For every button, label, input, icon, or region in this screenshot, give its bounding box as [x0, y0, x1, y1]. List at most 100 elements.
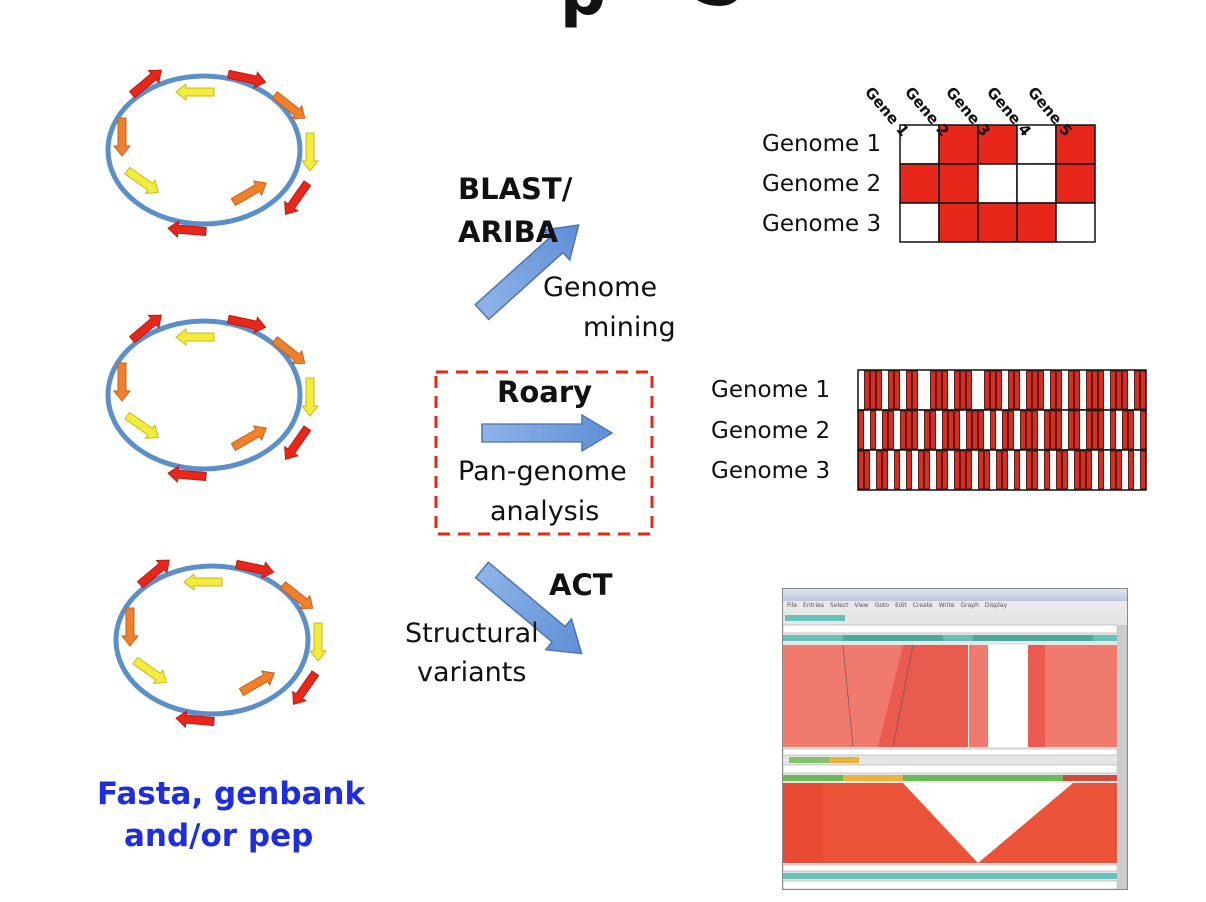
- pan-matrix-cell: [1098, 410, 1104, 450]
- pan-matrix-row-label: Genome 1: [711, 377, 831, 403]
- act-menu-item: Entries: [803, 602, 824, 609]
- pan-matrix-cell: [1002, 410, 1008, 450]
- gene-matrix-cell: [899, 202, 940, 243]
- pan-matrix-cell: [864, 370, 870, 410]
- input-label-line1: Fasta, genbank: [97, 776, 366, 812]
- pan-matrix-cell: [972, 410, 978, 450]
- pan-matrix-cell: [1086, 370, 1092, 410]
- pan-matrix-cell: [1014, 370, 1020, 410]
- act-menu-bar: File Entries Select View Goto Edit Create Write…: [783, 601, 1127, 611]
- method-roary-desc-line2: analysis: [490, 496, 600, 527]
- act-screenshot: File Entries Select View Goto Edit Create Write…: [782, 588, 1128, 890]
- pan-matrix-cell: [996, 370, 1002, 410]
- act-menu-item: Display: [984, 602, 1007, 609]
- act-menu-item: View: [854, 602, 869, 609]
- pan-matrix-cell: [978, 450, 984, 490]
- act-menu-item: Create: [912, 602, 933, 609]
- pan-matrix-cell: [1032, 370, 1038, 410]
- pan-matrix-cell: [924, 410, 930, 450]
- pan-matrix-cell: [894, 370, 900, 410]
- pan-matrix-cell: [876, 450, 882, 490]
- pan-matrix-cell: [1122, 410, 1128, 450]
- pan-matrix-cell: [1044, 410, 1050, 450]
- pan-matrix-cell: [1026, 410, 1032, 450]
- pan-matrix-cell: [954, 410, 960, 450]
- pan-matrix-row-label: Genome 2: [711, 418, 831, 444]
- pan-matrix-cell: [1074, 370, 1080, 410]
- method-act-desc-line2: variants: [417, 657, 527, 688]
- pan-matrix-cell: [1086, 450, 1092, 490]
- pan-matrix-cell: [888, 410, 894, 450]
- gene-matrix-cell: [1055, 163, 1096, 204]
- method-act-tool: ACT: [549, 568, 613, 602]
- pan-matrix-cell: [858, 410, 864, 450]
- pan-matrix-cell: [960, 370, 966, 410]
- pan-matrix-cell: [942, 370, 948, 410]
- pan-matrix-cell: [1038, 370, 1044, 410]
- pan-matrix-cell: [1050, 410, 1056, 450]
- gene-matrix-row-label: Genome 2: [762, 171, 882, 197]
- pan-matrix-cell: [1008, 410, 1014, 450]
- pan-matrix-cell: [942, 410, 948, 450]
- pan-matrix-cell: [912, 370, 918, 410]
- method-act-desc-line1: Structural: [405, 618, 539, 649]
- pan-matrix-cell: [1110, 450, 1116, 490]
- pan-matrix-row-label: Genome 3: [711, 458, 831, 484]
- pan-matrix-cell: [1068, 370, 1074, 410]
- pan-matrix-cell: [1140, 410, 1146, 450]
- pan-matrix-cell: [882, 450, 888, 490]
- pan-matrix-cell: [864, 450, 870, 490]
- pan-matrix-cell: [1098, 450, 1104, 490]
- pan-matrix-cell: [1044, 450, 1050, 490]
- pan-matrix-cell: [954, 450, 960, 490]
- plasmid-genome-3: [116, 554, 326, 730]
- pan-matrix-cell: [984, 370, 990, 410]
- pan-matrix-cell: [1014, 450, 1020, 490]
- act-menu-item: Select: [829, 602, 849, 609]
- gene-matrix-row-label: Genome 1: [762, 131, 882, 157]
- plasmid-genome-1: [108, 64, 318, 240]
- pan-matrix-cell: [996, 450, 1002, 490]
- act-comparison-view: [783, 611, 1127, 889]
- pan-matrix-cell: [870, 410, 876, 450]
- pan-matrix-cell: [1098, 370, 1104, 410]
- pan-matrix-cell: [1116, 450, 1122, 490]
- gene-matrix-cell: [1016, 202, 1057, 243]
- pan-matrix-cell: [1074, 450, 1080, 490]
- pan-matrix-cell: [936, 450, 942, 490]
- page-title-fragment: p: [560, 0, 606, 30]
- act-menu-item: Goto: [874, 602, 890, 609]
- pan-matrix-cell: [1140, 450, 1146, 490]
- pan-matrix-cell: [1110, 410, 1116, 450]
- act-title-bar: [783, 589, 1127, 601]
- gene-matrix-cell: [899, 124, 940, 165]
- pan-matrix-cell: [1008, 370, 1014, 410]
- pan-matrix-cell: [966, 450, 972, 490]
- pan-matrix-cell: [912, 410, 918, 450]
- pan-matrix-row: [857, 449, 1147, 491]
- gene-matrix-cell: [938, 124, 979, 165]
- pan-matrix-cell: [1140, 370, 1146, 410]
- pan-matrix-cell: [1002, 450, 1008, 490]
- pan-matrix-cell: [930, 370, 936, 410]
- gene-matrix-cell: [1055, 202, 1096, 243]
- pan-matrix-cell: [1026, 370, 1032, 410]
- pan-matrix-cell: [1050, 370, 1056, 410]
- pan-matrix-cell: [1092, 410, 1098, 450]
- pan-matrix-cell: [1128, 450, 1134, 490]
- gene-matrix-cell: [1055, 124, 1096, 165]
- pan-matrix-cell: [966, 410, 972, 450]
- pan-matrix-cell: [1032, 450, 1038, 490]
- pan-matrix-cell: [954, 370, 960, 410]
- pan-genome-matrix: [857, 369, 1147, 491]
- pan-matrix-cell: [984, 450, 990, 490]
- gene-matrix-cell: [1016, 163, 1057, 204]
- method-blast-tool-line1: BLAST/: [458, 172, 573, 206]
- pan-matrix-cell: [966, 370, 972, 410]
- pan-matrix-cell: [978, 410, 984, 450]
- pan-matrix-cell: [894, 450, 900, 490]
- pan-matrix-cell: [1128, 410, 1134, 450]
- act-menu-item: File: [787, 602, 798, 609]
- pan-matrix-cell: [888, 370, 894, 410]
